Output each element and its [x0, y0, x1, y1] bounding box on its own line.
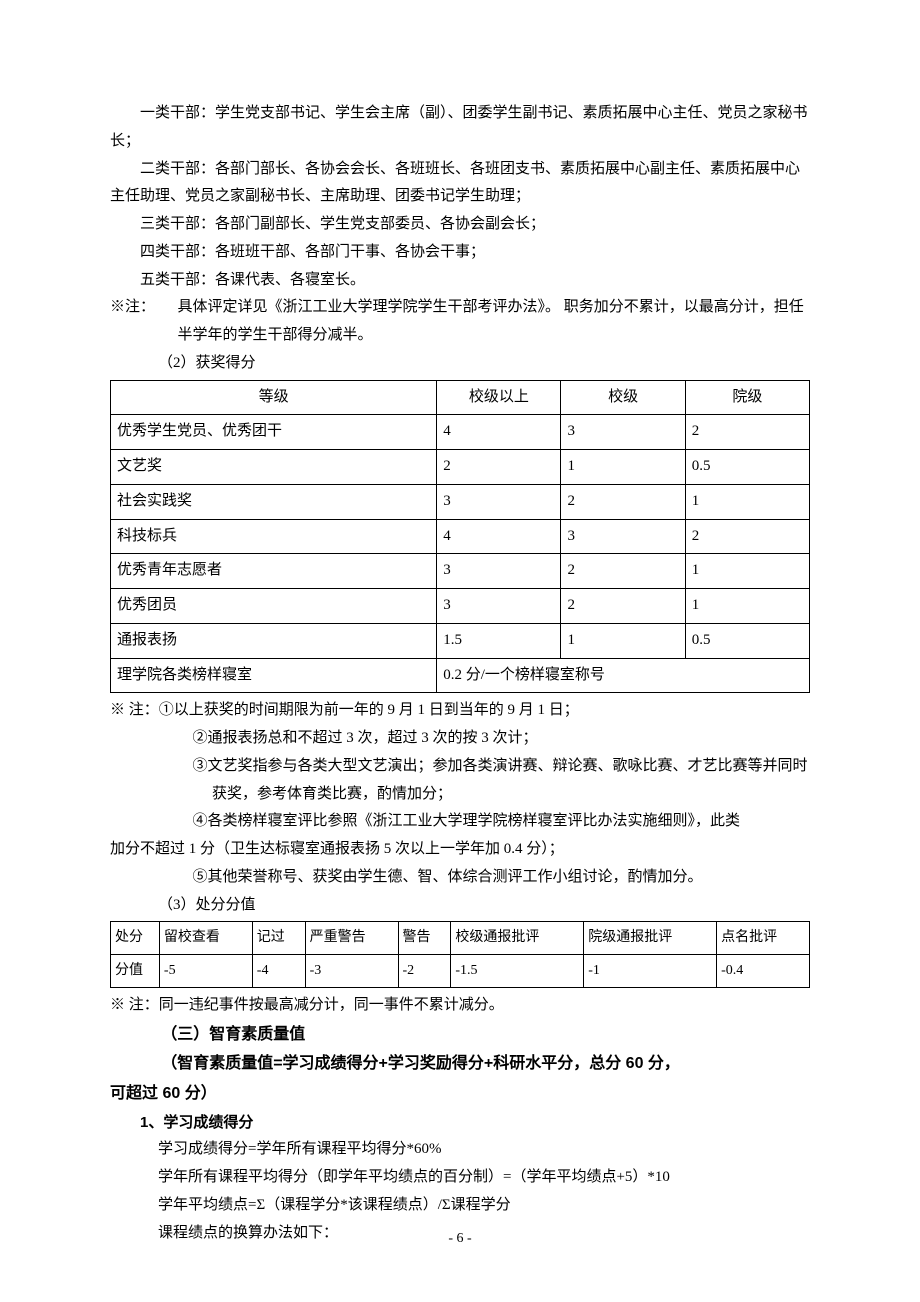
note-marker: ※注： — [110, 294, 155, 350]
table-header-row: 等级 校级以上 校级 院级 — [111, 380, 810, 415]
paragraph-type3: 三类干部：各部门副部长、学生党支部委员、各协会副会长； — [110, 211, 810, 239]
heading-formula-line2: 可超过 60 分） — [110, 1079, 810, 1109]
calc-line-3: 学年平均绩点=Σ（课程学分*该课程绩点）/Σ课程学分 — [110, 1192, 810, 1220]
note2-line1: ※ 注：①以上获奖的时间期限为前一年的 9 月 1 日到当年的 9 月 1 日； — [110, 697, 810, 725]
note3: ※ 注：同一违纪事件按最高减分计，同一事件不累计减分。 — [110, 992, 810, 1020]
calc-line-2: 学年所有课程平均得分（即学年平均绩点的百分制）=（学年平均绩点+5）*10 — [110, 1164, 810, 1192]
page-number: - 6 - — [0, 1226, 920, 1252]
penalty-table: 处分 留校查看 记过 严重警告 警告 校级通报批评 院级通报批评 点名批评 分值… — [110, 921, 810, 988]
col-level: 等级 — [111, 380, 437, 415]
table-row: 分值 -5 -4 -3 -2 -1.5 -1 -0.4 — [111, 955, 810, 988]
paragraph-type5: 五类干部：各课代表、各寝室长。 — [110, 267, 810, 295]
paragraph-type2: 二类干部：各部门部长、各协会会长、各班班长、各班团支书、素质拓展中心副主任、素质… — [110, 156, 810, 212]
note2-line2: ②通报表扬总和不超过 3 次，超过 3 次的按 3 次计； — [110, 725, 810, 753]
col-college: 院级 — [685, 380, 809, 415]
table-row-merged: 理学院各类榜样寝室0.2 分/一个榜样寝室称号 — [111, 658, 810, 693]
heading-intellect: （三）智育素质量值 — [110, 1020, 810, 1050]
col-school: 校级 — [561, 380, 685, 415]
table-row: 通报表扬1.510.5 — [111, 623, 810, 658]
table-row: 优秀学生党员、优秀团干432 — [111, 415, 810, 450]
table-row: 社会实践奖321 — [111, 484, 810, 519]
awards-table: 等级 校级以上 校级 院级 优秀学生党员、优秀团干432 文艺奖210.5 社会… — [110, 380, 810, 694]
paragraph-type1: 一类干部：学生党支部书记、学生会主席（副）、团委学生副书记、素质拓展中心主任、党… — [110, 100, 810, 156]
paragraph-type4: 四类干部：各班班干部、各部门干事、各协会干事； — [110, 239, 810, 267]
calc-line-1: 学习成绩得分=学年所有课程平均得分*60% — [110, 1136, 810, 1164]
table-row: 文艺奖210.5 — [111, 450, 810, 485]
table-header-row: 处分 留校查看 记过 严重警告 警告 校级通报批评 院级通报批评 点名批评 — [111, 922, 810, 955]
note2-line4-part1: ④各类榜样寝室评比参照《浙江工业大学理学院榜样寝室评比办法实施细则》，此类 — [110, 808, 810, 836]
table-row: 优秀团员321 — [111, 589, 810, 624]
table-row: 科技标兵432 — [111, 519, 810, 554]
note2-line5: ⑤其他荣誉称号、获奖由学生德、智、体综合测评工作小组讨论，酌情加分。 — [110, 864, 810, 892]
section-3-title: （3）处分分值 — [110, 892, 810, 920]
note-body: 具体评定详见《浙江工业大学理学院学生干部考评办法》。 职务加分不累计，以最高分计… — [155, 294, 810, 350]
note2-line3: ③文艺奖指参与各类大型文艺演出；参加各类演讲赛、辩论赛、歌咏比赛、才艺比赛等并同… — [110, 753, 810, 809]
sec-study-score: 1、学习成绩得分 — [110, 1109, 810, 1137]
note-block-1: ※注： 具体评定详见《浙江工业大学理学院学生干部考评办法》。 职务加分不累计，以… — [110, 294, 810, 350]
heading-formula-line1: （智育素质量值=学习成绩得分+学习奖励得分+科研水平分，总分 60 分， — [110, 1049, 810, 1079]
section-2-title: （2）获奖得分 — [110, 350, 810, 378]
col-above-school: 校级以上 — [437, 380, 561, 415]
table-row: 优秀青年志愿者321 — [111, 554, 810, 589]
note2-line4-part2: 加分不超过 1 分（卫生达标寝室通报表扬 5 次以上一学年加 0.4 分）； — [110, 836, 810, 864]
